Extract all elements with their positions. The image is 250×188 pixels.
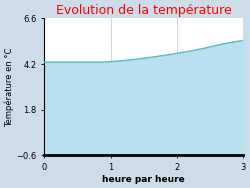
X-axis label: heure par heure: heure par heure [102, 175, 185, 184]
Title: Evolution de la température: Evolution de la température [56, 4, 232, 17]
Y-axis label: Température en °C: Température en °C [4, 47, 14, 127]
